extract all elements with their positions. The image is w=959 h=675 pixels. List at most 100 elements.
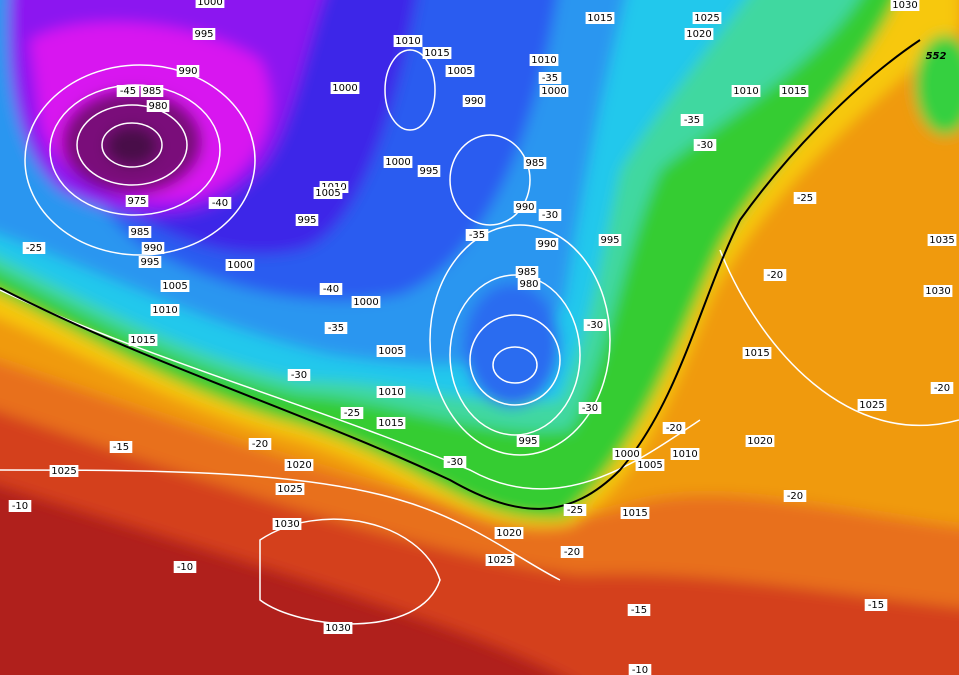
isobar-label: 985: [525, 158, 544, 169]
isobar-label-box: [927, 234, 957, 246]
isobar-label: 995: [419, 166, 438, 177]
isobar-label-box: [376, 417, 406, 429]
isobar-label-box: [125, 195, 149, 207]
thickness-label-box: [560, 546, 584, 558]
thickness-label-box: [763, 269, 787, 281]
thickness-label-box: [340, 407, 364, 419]
isobar-label-box: [323, 622, 353, 634]
isobar-label-box: [612, 448, 642, 460]
isobar-label: 1005: [315, 188, 340, 199]
isobar-label: 1015: [587, 13, 612, 24]
thickness-label-box: [662, 422, 686, 434]
isobar-label-box: [272, 518, 302, 530]
isobar-label-box: [176, 65, 200, 77]
thickness-label: -35: [469, 230, 485, 241]
thickness-label: -20: [666, 423, 682, 434]
isobar-label: 1015: [378, 418, 403, 429]
isobar-label-box: [535, 238, 559, 250]
isobar-label-box: [923, 285, 953, 297]
isobar-label: 1025: [694, 13, 719, 24]
isobar-label-box: [128, 334, 158, 346]
isobar-label-box: [383, 156, 413, 168]
isobar-label: 1020: [286, 460, 311, 471]
isobar-label-box: [138, 256, 162, 268]
isobar-label: 995: [140, 257, 159, 268]
isobar-label: 995: [194, 29, 213, 40]
thickness-label: -20: [252, 439, 268, 450]
isobar-label-box: [539, 85, 569, 97]
isobar-label: 1015: [744, 348, 769, 359]
thickness-label: -35: [328, 323, 344, 334]
isobar-label-box: [462, 95, 486, 107]
isobar-label-box: [635, 459, 665, 471]
isobar-label: 990: [537, 239, 556, 250]
isobar-label-box: [417, 165, 441, 177]
isobar-label: 975: [127, 196, 146, 207]
thickness-label-box: [208, 197, 232, 209]
thickness-label: -30: [542, 210, 558, 221]
thickness-label: -20: [564, 547, 580, 558]
isobar-label-box: [146, 100, 170, 112]
isobar-label: 1025: [51, 466, 76, 477]
thickness-label-box: [287, 369, 311, 381]
isobar-label-box: [620, 507, 650, 519]
thickness-label-box: [680, 114, 704, 126]
thickness-label: -30: [582, 403, 598, 414]
isobar-label: 990: [464, 96, 483, 107]
isobar-label: 1015: [622, 508, 647, 519]
thickness-label-box: [563, 504, 587, 516]
thickness-label-box: [864, 599, 888, 611]
isobar-label: 990: [515, 202, 534, 213]
thickness-label-box: [930, 382, 954, 394]
isobar-label-box: [585, 12, 615, 24]
isobar-label: 995: [518, 436, 537, 447]
isobar-label-box: [160, 280, 190, 292]
isobar-label-box: [422, 47, 452, 59]
thickness-label: -15: [113, 442, 129, 453]
thickness-label: -25: [797, 193, 813, 204]
isobar-label: 995: [600, 235, 619, 246]
isobar-label: 1010: [733, 86, 758, 97]
isobars: [0, 49, 959, 625]
thickness-label: -20: [934, 383, 950, 394]
isobar-label: 1010: [378, 387, 403, 398]
isobar-label: 1025: [859, 400, 884, 411]
isobar-label-box: [295, 214, 319, 226]
isobar-label-box: [857, 399, 887, 411]
isobar-label: 1000: [353, 297, 378, 308]
isobar-label: 1015: [130, 335, 155, 346]
thickness-label-box: [578, 402, 602, 414]
isobar-label-box: [284, 459, 314, 471]
isobar-label-box: [128, 226, 152, 238]
isobar-label-box: [517, 278, 541, 290]
thickness-label-box: [109, 441, 133, 453]
isobar-label: 1000: [197, 0, 222, 8]
isobar-label: 995: [297, 215, 316, 226]
thickness-label: -30: [697, 140, 713, 151]
thickness-label: -35: [684, 115, 700, 126]
thickness-label: -10: [632, 665, 648, 675]
isobar-label-box: [494, 527, 524, 539]
isobar-label-box: [670, 448, 700, 460]
thickness-label-box: [22, 242, 46, 254]
isobar-label: 1005: [637, 460, 662, 471]
isobar-label: 1025: [487, 555, 512, 566]
isobar-label-box: [225, 259, 255, 271]
isobar-label: 1020: [686, 29, 711, 40]
thickness-label-box: [583, 319, 607, 331]
thickness-label-box: [173, 561, 197, 573]
thickness-label-box: [538, 72, 562, 84]
isobar-label: 1015: [781, 86, 806, 97]
isobar-label: 1030: [274, 519, 299, 530]
isobar-label-box: [779, 85, 809, 97]
thickness-label: -40: [323, 284, 339, 295]
isobar-label-box: [150, 304, 180, 316]
isobar-label-box: [890, 0, 920, 11]
thickness-label-box: [793, 192, 817, 204]
thickness-label-box: [443, 456, 467, 468]
isobar-label-box: [192, 28, 216, 40]
thickness-label-box: [324, 322, 348, 334]
isobar-label-box: [692, 12, 722, 24]
